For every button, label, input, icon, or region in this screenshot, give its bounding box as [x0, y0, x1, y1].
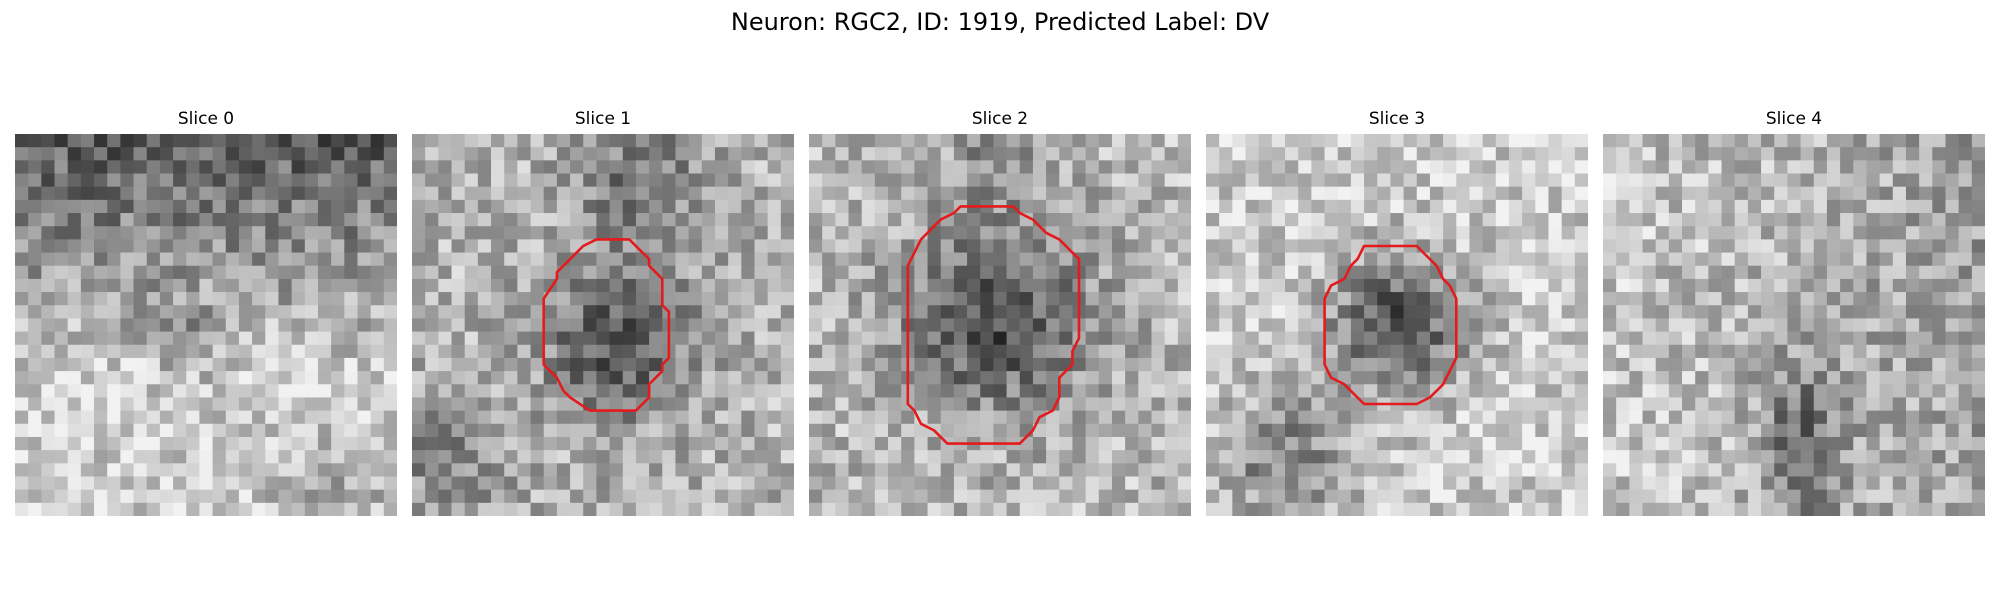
- slice-4-image: [1603, 134, 1985, 516]
- slice-0-micrograph: [15, 134, 397, 516]
- slice-1-neuron-outline: [542, 238, 671, 412]
- slice-3-image: [1206, 134, 1588, 516]
- slice-1-micrograph: [412, 134, 794, 516]
- slice-2-title: Slice 2: [971, 109, 1029, 129]
- slice-1-title: Slice 1: [574, 109, 632, 129]
- slice-0-image: [15, 134, 397, 516]
- slice-2-image: [809, 134, 1191, 516]
- slice-3-micrograph: [1206, 134, 1588, 516]
- slice-3-title: Slice 3: [1368, 109, 1426, 129]
- slice-2-neuron-outline: [906, 205, 1081, 445]
- slice-2-micrograph: [809, 134, 1191, 516]
- slice-3-neuron-outline: [1323, 244, 1458, 406]
- slice-0-title: Slice 0: [177, 109, 235, 129]
- slice-4-micrograph: [1603, 134, 1985, 516]
- slice-4-title: Slice 4: [1765, 109, 1823, 129]
- figure-title: Neuron: RGC2, ID: 1919, Predicted Label:…: [730, 8, 1270, 36]
- slice-1-image: [412, 134, 794, 516]
